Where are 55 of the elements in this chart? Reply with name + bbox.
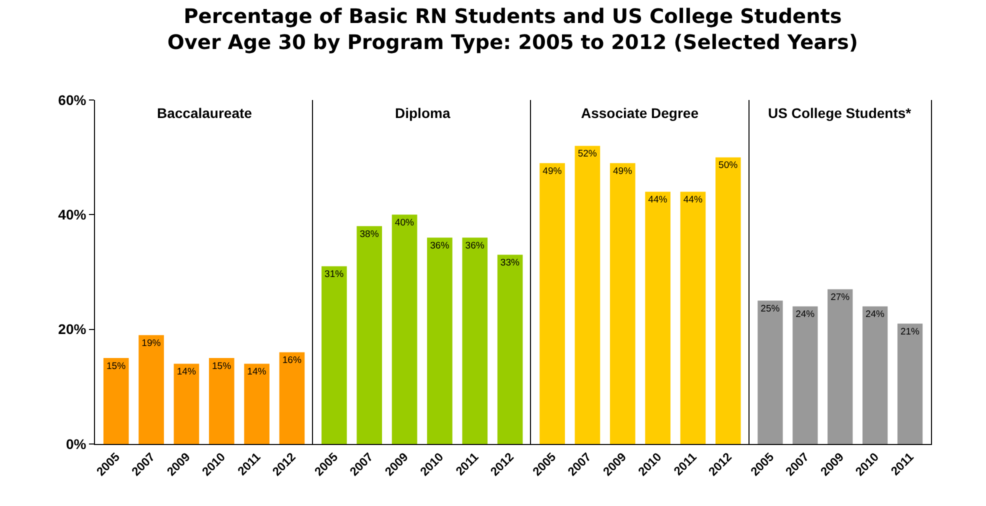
bar xyxy=(758,300,783,444)
y-tick-label: 40% xyxy=(58,206,87,223)
data-label: 40% xyxy=(394,217,415,228)
data-label: 14% xyxy=(247,366,267,378)
bar xyxy=(540,163,565,444)
bar xyxy=(680,192,706,444)
data-label: 25% xyxy=(760,303,780,314)
bar xyxy=(174,364,200,444)
bar xyxy=(610,163,636,444)
data-label: 52% xyxy=(578,148,598,160)
data-label: 14% xyxy=(176,366,196,378)
bar xyxy=(828,289,853,444)
bar xyxy=(279,352,305,444)
data-label: 15% xyxy=(212,360,232,372)
y-tick-label: 20% xyxy=(58,321,87,338)
data-label: 24% xyxy=(866,309,886,320)
chart-subtitle: Baccalaureate xyxy=(157,105,252,121)
bar xyxy=(792,306,818,444)
data-label: 44% xyxy=(683,194,703,206)
data-label: 15% xyxy=(106,360,126,372)
chart-subtitle: Associate Degree xyxy=(581,105,699,121)
data-label: 27% xyxy=(830,292,850,303)
bar xyxy=(645,192,670,444)
data-label: 36% xyxy=(430,240,450,252)
bar xyxy=(897,324,923,444)
data-label: 49% xyxy=(612,166,633,177)
data-label: 50% xyxy=(718,160,738,172)
bar xyxy=(322,266,347,444)
data-label: 21% xyxy=(900,326,920,338)
bar xyxy=(138,335,164,444)
data-label: 36% xyxy=(465,240,485,252)
data-label: 24% xyxy=(796,309,816,320)
data-label: 19% xyxy=(142,338,162,349)
bar xyxy=(715,157,741,444)
bar xyxy=(208,358,234,444)
data-label: 16% xyxy=(282,355,302,366)
data-label: 44% xyxy=(648,194,668,206)
chart-subtitle: Diploma xyxy=(395,105,450,121)
chart-subtitle: US College Students* xyxy=(768,105,912,121)
bar xyxy=(103,358,129,444)
bar xyxy=(427,238,452,444)
data-label: 38% xyxy=(360,228,380,240)
text: Percentage of Basic RN Students and US College Students Over Age 30 by Program Type: 2005 to 2012 (Selected Years) xyxy=(167,4,858,54)
bar xyxy=(862,306,888,444)
data-label: 31% xyxy=(324,269,344,280)
data-label: 49% xyxy=(542,166,562,177)
bar xyxy=(497,254,523,444)
bar xyxy=(392,214,418,444)
bar xyxy=(244,364,270,444)
y-tick-label: 60% xyxy=(58,92,87,108)
bar xyxy=(574,146,600,444)
bar xyxy=(356,226,382,444)
y-tick-label: 0% xyxy=(66,436,87,452)
data-label: 33% xyxy=(500,258,520,269)
bar xyxy=(462,238,488,444)
